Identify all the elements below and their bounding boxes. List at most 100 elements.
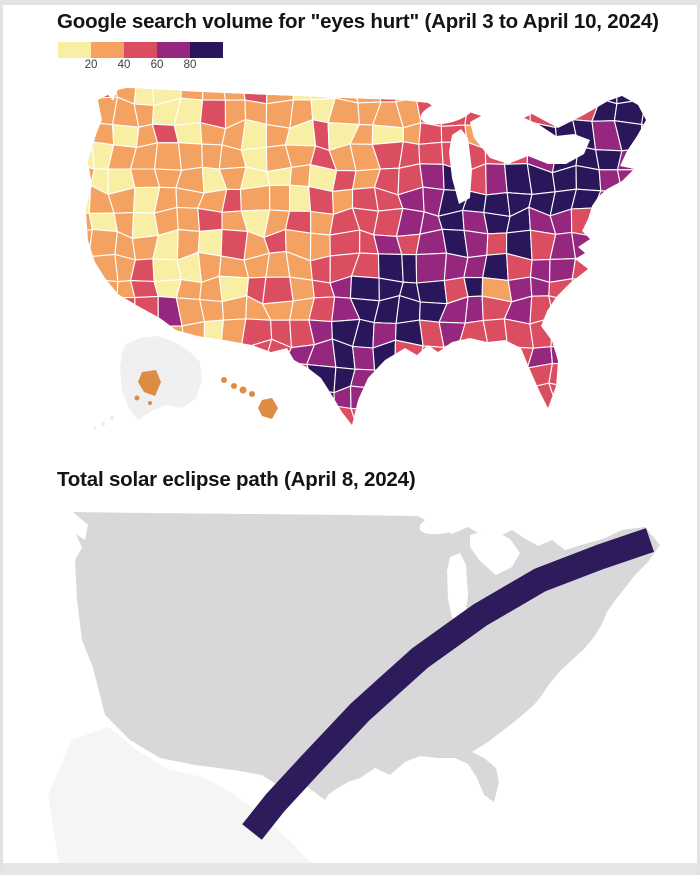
media-market-cell (217, 405, 250, 425)
media-market-cell (218, 433, 249, 457)
media-market-cell (202, 88, 227, 101)
media-market-cell (86, 88, 119, 99)
media-market-cell (463, 229, 489, 259)
media-market-cell (377, 253, 404, 283)
media-market-cell (199, 298, 224, 323)
media-market-cell (200, 409, 225, 425)
media-market-cell (440, 431, 470, 455)
media-market-cell (22, 413, 51, 436)
media-market-cell (309, 255, 331, 284)
media-market-cell (20, 433, 50, 454)
frame-bottom (0, 863, 700, 875)
media-market-cell (663, 409, 688, 437)
media-market-cell (593, 207, 618, 239)
media-market-cell (371, 124, 404, 146)
media-market-cell (21, 194, 50, 212)
media-market-cell (594, 236, 618, 261)
media-market-cell (460, 386, 490, 408)
media-market-cell (593, 429, 617, 455)
media-market-cell (43, 190, 71, 211)
media-market-cell (43, 78, 72, 103)
media-market-cell (43, 279, 68, 298)
media-market-cell (417, 404, 444, 425)
media-market-cell (616, 257, 644, 275)
media-market-cell (240, 338, 273, 372)
media-market-cell (377, 388, 405, 410)
eclipse-path-map-title: Total solar eclipse path (April 8, 2024) (57, 468, 416, 491)
hawaii-island (249, 391, 255, 397)
media-market-cell (92, 367, 119, 394)
media-market-cell (635, 252, 646, 277)
media-market-cell (401, 253, 418, 284)
media-market-cell (527, 431, 552, 457)
media-market-cell (418, 429, 443, 457)
media-market-cell (350, 407, 379, 425)
eclipse-totality-band (242, 528, 655, 840)
media-market-cell (640, 404, 646, 425)
search-volume-map (20, 78, 690, 458)
media-market-cell (290, 410, 317, 425)
media-market-cell (640, 123, 646, 150)
media-market-cell (503, 408, 533, 425)
media-market-cell (337, 431, 359, 456)
media-market-cell (197, 207, 223, 232)
media-market-cell (660, 78, 690, 101)
media-market-cell (180, 88, 204, 101)
media-market-cell (594, 366, 622, 391)
media-market-cell (402, 388, 426, 414)
media-market-cell (577, 388, 598, 412)
media-market-cell (440, 386, 468, 408)
media-market-cell (220, 318, 247, 350)
media-market-cell (45, 234, 65, 257)
media-market-cell (265, 428, 293, 455)
legend-tick-40: 40 (117, 59, 131, 71)
media-market-cell (394, 339, 424, 372)
media-market-cell (176, 206, 201, 233)
media-market-cell (459, 339, 490, 371)
media-market-cell (571, 231, 603, 260)
media-market-cell (642, 319, 646, 350)
media-market-cell (575, 164, 602, 192)
media-market-cell (616, 187, 644, 213)
media-market-cell (309, 405, 338, 425)
media-market-cell (351, 186, 379, 212)
media-market-cell (640, 97, 646, 130)
media-market-cell (86, 256, 92, 282)
media-market-cell (350, 385, 382, 410)
media-market-cell (483, 366, 506, 394)
media-market-cell (46, 343, 70, 363)
media-market-cell (665, 190, 683, 214)
media-market-cell (637, 167, 646, 194)
media-market-cell (221, 88, 246, 101)
media-market-cell (197, 228, 223, 257)
media-market-cell (21, 143, 48, 173)
media-market-cell (660, 211, 682, 236)
media-market-cell (43, 363, 71, 390)
lake-michigan (447, 553, 468, 627)
media-market-cell (240, 118, 267, 151)
media-market-cell (570, 188, 602, 210)
media-market-cell (395, 429, 422, 458)
media-market-cell (440, 362, 468, 388)
media-market-cell (349, 275, 380, 302)
media-market-cell (571, 278, 601, 303)
media-market-cell (640, 382, 646, 414)
media-market-cell (616, 429, 645, 452)
media-market-cell (309, 389, 336, 412)
media-market-cell (89, 341, 119, 372)
media-market-cell (239, 184, 271, 212)
media-market-cell (153, 142, 183, 171)
media-market-cell (614, 404, 643, 425)
map1-legend: 20 40 60 80 (58, 42, 278, 76)
media-market-cell (329, 229, 361, 257)
media-market-cell (616, 367, 642, 391)
media-market-cell (179, 429, 201, 456)
legend-swatch-80-100 (190, 42, 223, 58)
media-market-cell (203, 319, 225, 350)
media-market-cell (637, 88, 646, 100)
media-market-cell (613, 98, 646, 126)
media-market-cell (483, 386, 507, 411)
media-market-cell (659, 230, 682, 254)
media-market-cell (548, 382, 580, 409)
media-market-cell (373, 369, 405, 393)
